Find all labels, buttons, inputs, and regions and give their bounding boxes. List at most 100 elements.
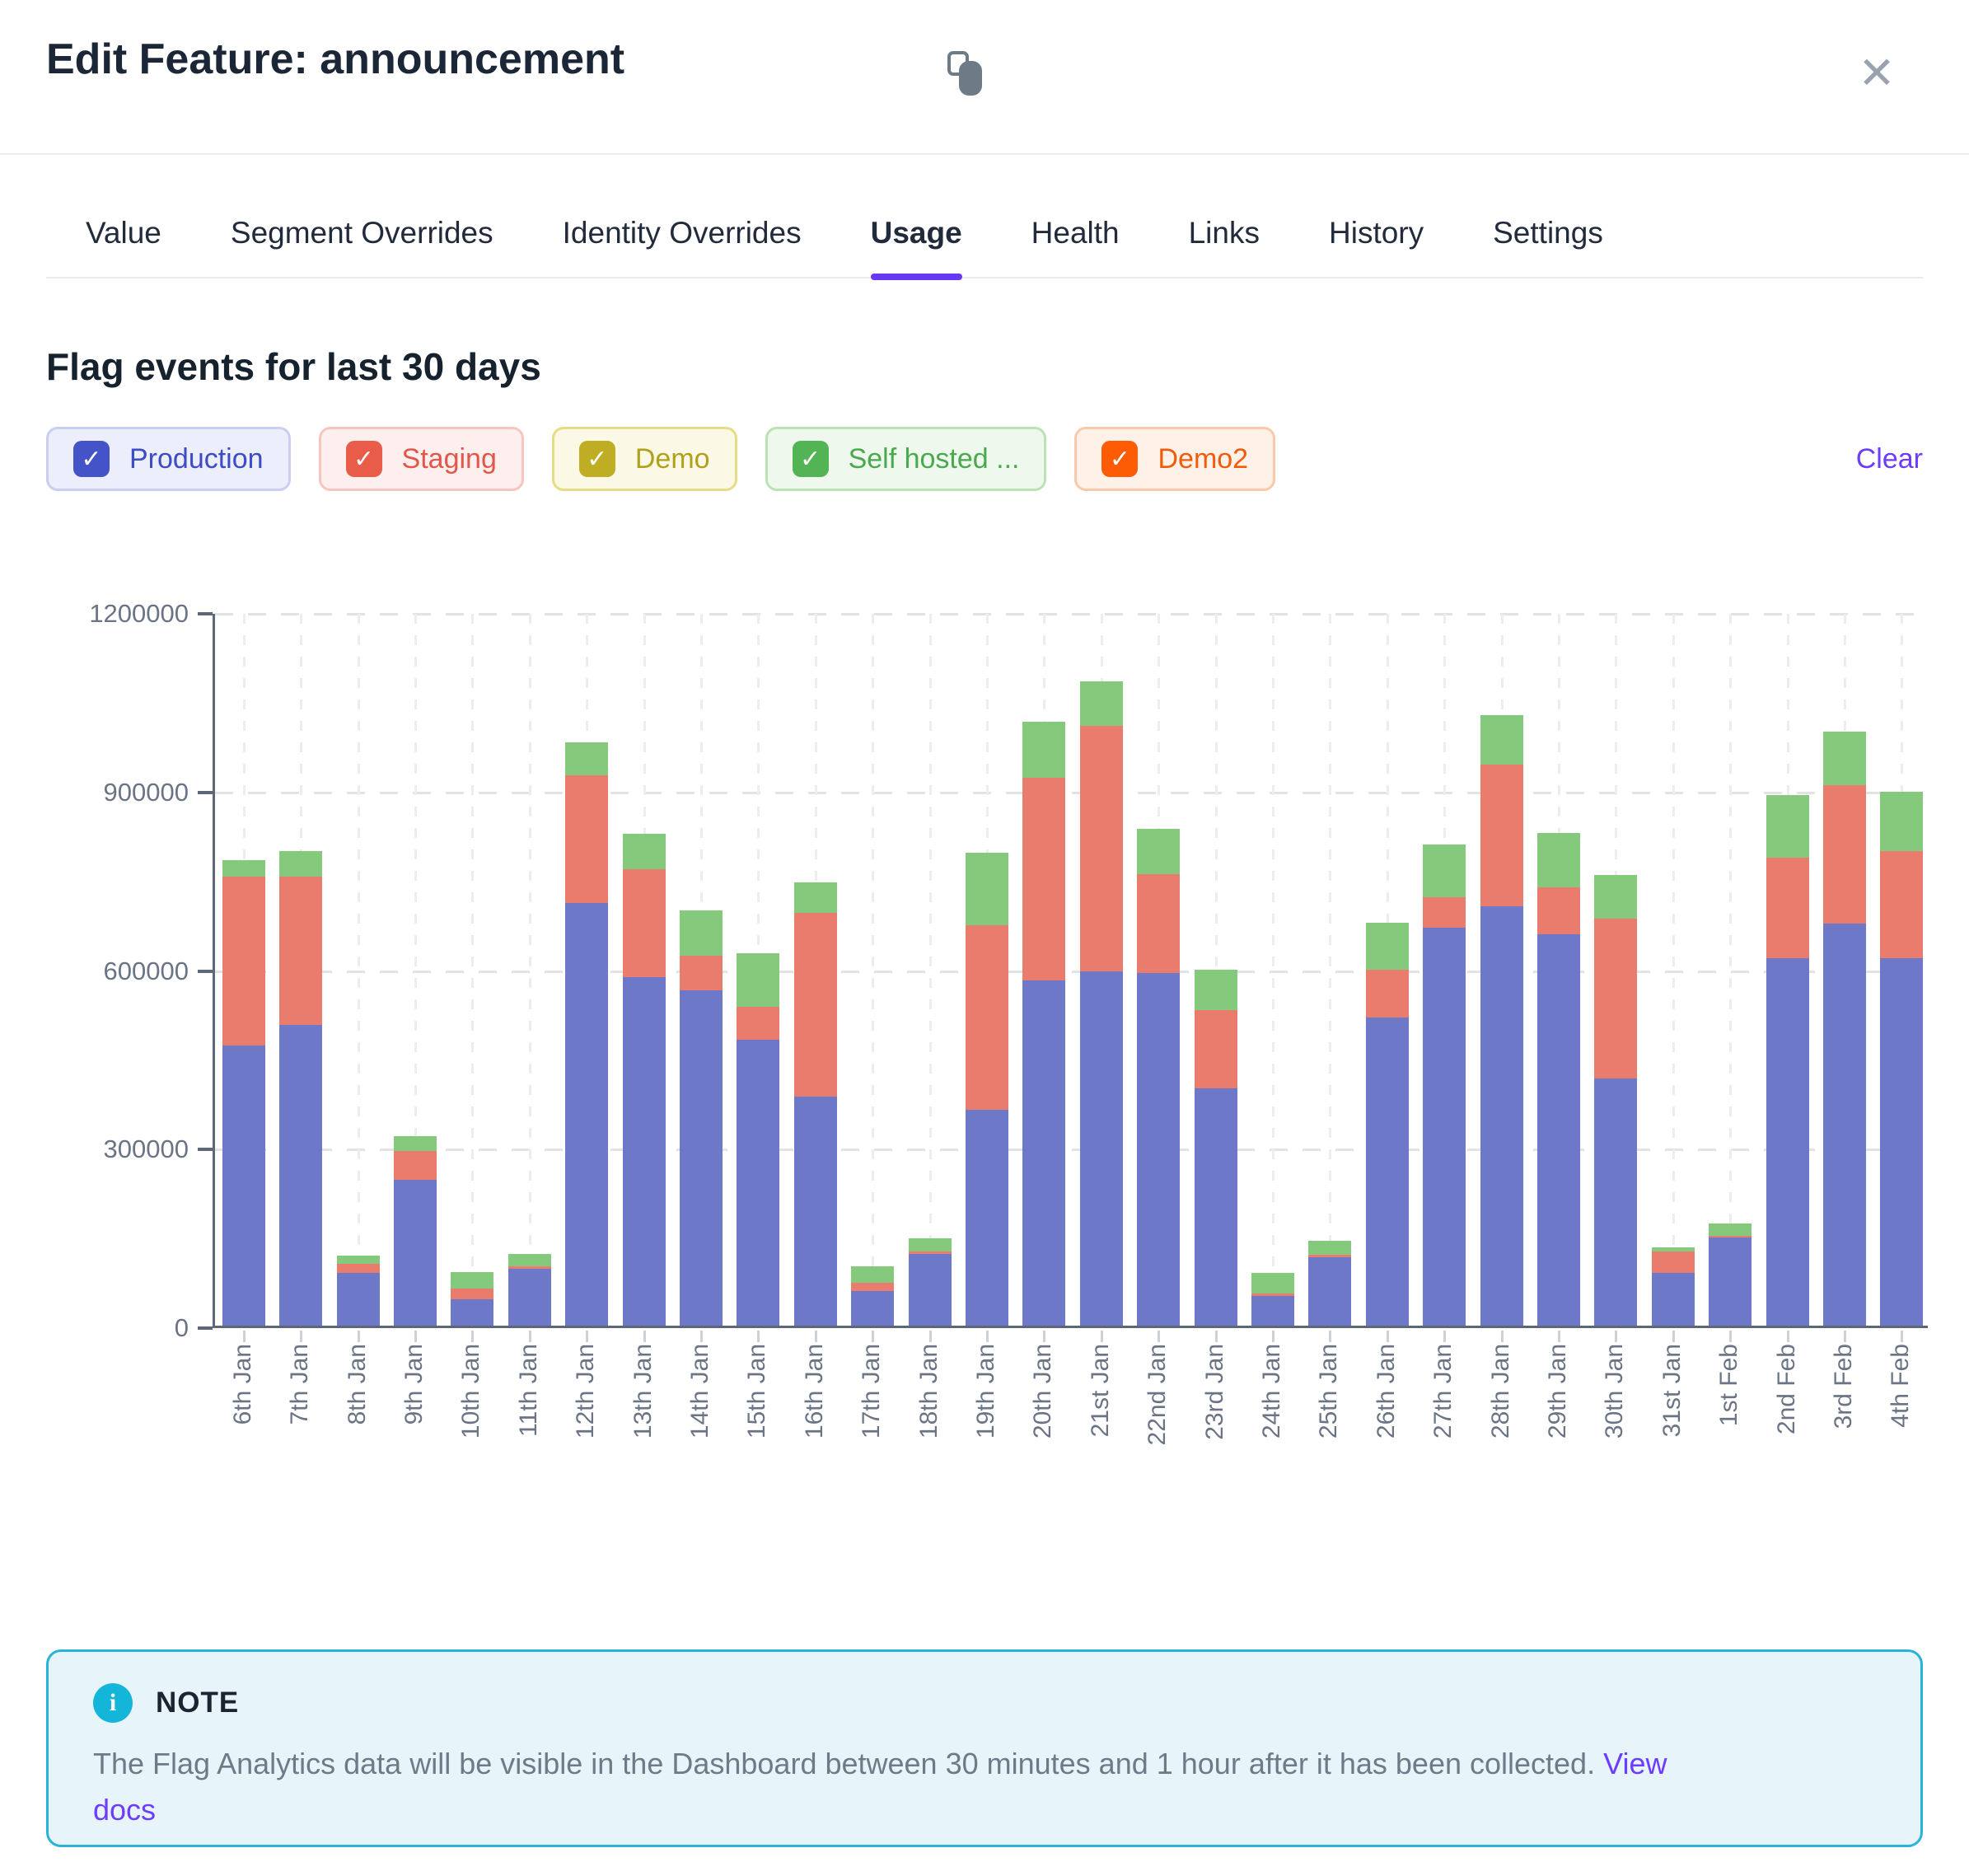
bar-segment-self-hosted-: [1137, 828, 1181, 875]
bar-segment-production: [1766, 958, 1809, 1326]
y-axis-tick-label: 600000: [103, 956, 189, 985]
bar-segment-staging: [1423, 896, 1466, 928]
bar-31st-jan[interactable]: [1651, 1247, 1695, 1326]
bar-segment-staging: [1022, 777, 1066, 980]
bar-segment-production: [222, 1046, 265, 1326]
checkbox-checked-icon[interactable]: ✓: [792, 441, 829, 477]
bar-segment-production: [793, 1096, 837, 1326]
y-gridline: [215, 970, 1928, 973]
bar-segment-production: [1709, 1237, 1752, 1326]
note-text-content: The Flag Analytics data will be visible …: [93, 1747, 1596, 1780]
x-axis-tick-label: 11th Jan: [514, 1344, 542, 1437]
bar-segment-staging: [1536, 887, 1580, 935]
x-axis-tick-label: 18th Jan: [914, 1344, 942, 1439]
tab-identity-overrides[interactable]: Identity Overrides: [562, 216, 802, 250]
bar-24th-jan[interactable]: [1251, 1273, 1294, 1326]
tab-segment-overrides[interactable]: Segment Overrides: [230, 216, 493, 250]
bar-segment-production: [1880, 958, 1924, 1326]
bar-11th-jan[interactable]: [507, 1253, 551, 1326]
tab-history[interactable]: History: [1329, 216, 1424, 250]
bar-segment-production: [1365, 1018, 1409, 1326]
x-axis-tick-label: 4th Feb: [1887, 1344, 1915, 1428]
checkbox-checked-icon[interactable]: ✓: [345, 441, 382, 477]
bar-segment-staging: [679, 955, 723, 991]
copy-icon[interactable]: [947, 51, 992, 104]
env-chip-self-hosted[interactable]: ✓ Self hosted ...: [765, 427, 1047, 491]
bar-segment-staging: [1822, 784, 1866, 924]
bar-20th-jan[interactable]: [1022, 722, 1066, 1326]
bar-21st-jan[interactable]: [1079, 681, 1123, 1326]
note-header: i NOTE: [93, 1683, 1876, 1723]
x-axis-tick-label: 3rd Feb: [1829, 1344, 1857, 1429]
bar-segment-production: [679, 990, 723, 1326]
bar-4th-feb[interactable]: [1880, 791, 1924, 1326]
bar-segment-self-hosted-: [1651, 1247, 1695, 1251]
bar-16th-jan[interactable]: [793, 882, 837, 1326]
bar-1st-feb[interactable]: [1709, 1223, 1752, 1326]
bar-segment-self-hosted-: [336, 1256, 380, 1264]
tab-value[interactable]: Value: [86, 216, 161, 250]
bar-2nd-feb[interactable]: [1766, 795, 1809, 1326]
bar-18th-jan[interactable]: [908, 1237, 952, 1326]
bar-17th-jan[interactable]: [851, 1265, 895, 1326]
bar-25th-jan[interactable]: [1308, 1240, 1352, 1326]
tab-settings[interactable]: Settings: [1493, 216, 1603, 250]
bar-3rd-feb[interactable]: [1822, 731, 1866, 1326]
env-chip-demo[interactable]: ✓ Demo: [551, 427, 737, 491]
bar-10th-jan[interactable]: [451, 1272, 494, 1326]
tab-usage[interactable]: Usage: [870, 216, 962, 280]
bar-segment-staging: [1709, 1235, 1752, 1238]
bar-15th-jan[interactable]: [737, 953, 780, 1326]
x-axis-tick: [528, 1331, 531, 1342]
env-chip-staging[interactable]: ✓ Staging: [318, 427, 524, 491]
bar-segment-production: [1079, 971, 1123, 1326]
bar-19th-jan[interactable]: [965, 852, 1008, 1326]
bar-segment-self-hosted-: [679, 910, 723, 956]
bar-14th-jan[interactable]: [679, 910, 723, 1326]
bar-segment-staging: [1308, 1255, 1352, 1257]
bar-8th-jan[interactable]: [336, 1256, 380, 1326]
bar-9th-jan[interactable]: [393, 1135, 437, 1326]
bar-23rd-jan[interactable]: [1194, 969, 1237, 1326]
bar-segment-self-hosted-: [793, 882, 837, 913]
bar-12th-jan[interactable]: [565, 742, 609, 1326]
x-axis-tick: [1386, 1331, 1389, 1342]
bar-7th-jan[interactable]: [279, 851, 323, 1326]
y-axis-tick-label: 1200000: [89, 599, 189, 628]
x-axis-tick: [814, 1331, 817, 1342]
bar-segment-staging: [1880, 851, 1924, 959]
bar-segment-self-hosted-: [565, 742, 609, 776]
bar-22nd-jan[interactable]: [1137, 828, 1181, 1326]
x-gridline: [357, 614, 360, 1326]
env-chip-demo2[interactable]: ✓ Demo2: [1074, 427, 1276, 491]
view-docs-link[interactable]: View docs: [93, 1747, 1667, 1827]
tab-links[interactable]: Links: [1188, 216, 1260, 250]
checkbox-checked-icon[interactable]: ✓: [1101, 441, 1139, 477]
x-axis-tick: [414, 1331, 417, 1342]
bar-28th-jan[interactable]: [1480, 715, 1523, 1326]
x-axis-tick-label: 21st Jan: [1086, 1344, 1114, 1438]
bar-29th-jan[interactable]: [1536, 832, 1580, 1326]
bar-segment-self-hosted-: [1709, 1223, 1752, 1236]
bar-30th-jan[interactable]: [1594, 875, 1638, 1326]
y-axis-tick: [198, 790, 213, 794]
tab-health[interactable]: Health: [1031, 216, 1120, 250]
bar-13th-jan[interactable]: [622, 834, 666, 1326]
y-axis-tick-label: 0: [174, 1313, 189, 1342]
close-icon[interactable]: ✕: [1858, 48, 1896, 98]
checkbox-checked-icon[interactable]: ✓: [578, 441, 615, 477]
x-axis-tick-label: 10th Jan: [457, 1344, 485, 1439]
bar-segment-self-hosted-: [622, 834, 666, 869]
bar-segment-production: [622, 977, 666, 1326]
env-chip-production[interactable]: ✓ Production: [46, 427, 291, 491]
y-gridline: [215, 613, 1928, 615]
bar-27th-jan[interactable]: [1423, 844, 1466, 1326]
env-chip-label: Self hosted ...: [848, 442, 1020, 475]
x-axis-tick: [1557, 1331, 1560, 1342]
checkbox-checked-icon[interactable]: ✓: [73, 441, 110, 477]
bar-26th-jan[interactable]: [1365, 922, 1409, 1326]
x-axis-tick-label: 31st Jan: [1658, 1344, 1686, 1438]
bar-segment-staging: [1594, 918, 1638, 1079]
bar-6th-jan[interactable]: [222, 860, 265, 1326]
clear-filters-button[interactable]: Clear: [1855, 442, 1923, 475]
